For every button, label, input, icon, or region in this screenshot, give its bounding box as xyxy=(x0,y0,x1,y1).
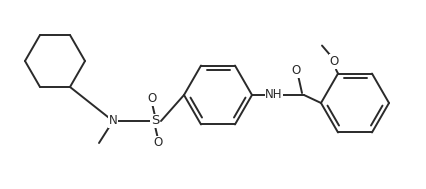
Text: O: O xyxy=(153,136,163,149)
Text: O: O xyxy=(291,64,301,77)
Text: N: N xyxy=(109,115,118,128)
Text: O: O xyxy=(147,92,157,105)
Text: S: S xyxy=(151,115,159,128)
Text: O: O xyxy=(329,55,339,68)
Text: NH: NH xyxy=(265,88,283,101)
